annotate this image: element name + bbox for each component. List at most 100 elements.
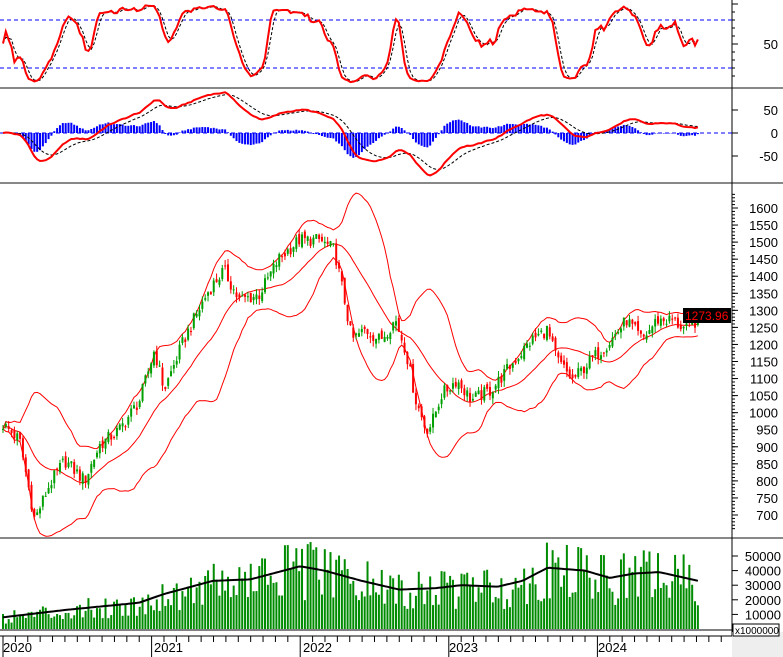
macd-histogram-bar — [138, 126, 141, 133]
macd-histogram-bar — [309, 133, 312, 134]
candle-body — [386, 336, 389, 339]
candle-body — [597, 347, 600, 359]
macd-histogram-bar — [215, 128, 218, 133]
volume-bar — [571, 592, 574, 629]
macd-histogram-bar — [39, 133, 42, 151]
macd-histogram-bar — [335, 133, 338, 142]
candle-body — [474, 392, 477, 397]
macd-histogram-bar — [226, 132, 229, 133]
last-price-label: 1273.96 — [685, 309, 729, 323]
macd-histogram-bar — [543, 127, 546, 133]
volume-bar — [440, 571, 443, 629]
volume-bar — [377, 594, 380, 629]
candle-body — [372, 335, 375, 341]
candle-body — [309, 238, 312, 246]
candle-body — [36, 512, 39, 515]
macd-histogram-bar — [187, 129, 190, 133]
macd-histogram-bar — [503, 124, 506, 133]
macd-histogram-bar — [70, 122, 73, 133]
macd-histogram-bar — [642, 133, 645, 135]
candle-body — [175, 360, 178, 365]
candle-body — [235, 292, 238, 298]
candle-body — [434, 411, 437, 418]
volume-bar — [600, 554, 603, 629]
macd-histogram-bar — [577, 133, 580, 143]
candle-body — [244, 294, 247, 297]
candle-body — [545, 326, 548, 340]
volume-bar — [101, 618, 104, 629]
candle-body — [78, 469, 81, 481]
volume-bar — [235, 595, 238, 629]
volume-bar — [303, 600, 306, 629]
macd-histogram-bar — [312, 133, 315, 134]
candle-body — [500, 376, 503, 383]
volume-bar — [414, 595, 417, 629]
macd-histogram-bar — [207, 127, 210, 133]
macd-histogram-bar — [696, 133, 699, 135]
candle-body — [144, 375, 147, 384]
macd-histogram-bar — [329, 133, 332, 138]
candle-body — [682, 326, 685, 329]
macd-histogram-bar — [81, 128, 84, 133]
candle-body — [494, 385, 497, 390]
macd-signal-line — [2, 94, 698, 170]
macd-histogram-bar — [517, 124, 520, 133]
volume-bar — [380, 569, 383, 629]
macd-histogram-bar — [639, 132, 642, 133]
macd-histogram-bar — [568, 133, 571, 145]
volume-bar — [363, 596, 366, 629]
macd-histogram-bar — [21, 133, 24, 138]
macd-histogram-bar — [53, 131, 56, 133]
candle-body — [192, 313, 195, 329]
volume-bar — [255, 591, 258, 629]
volume-bar — [594, 579, 597, 629]
macd-histogram-bar — [198, 127, 201, 133]
candle-body — [340, 271, 343, 282]
macd-histogram-bar — [218, 129, 221, 133]
candle-body — [272, 263, 275, 274]
macd-histogram-bar — [252, 133, 255, 145]
volume-bar — [258, 566, 261, 629]
macd-histogram-bar — [397, 126, 400, 133]
candle-body — [614, 334, 617, 337]
macd-histogram-bar — [659, 132, 662, 134]
macd-histogram-bar — [622, 124, 625, 133]
volume-bar — [241, 578, 244, 629]
candle-body — [87, 473, 90, 485]
candle-body — [147, 371, 150, 374]
volume-bar — [56, 613, 59, 629]
volume-bar — [639, 566, 642, 629]
macd-histogram-bar — [417, 133, 420, 145]
volume-bar — [4, 623, 7, 629]
candle-body — [440, 399, 443, 405]
volume-bar — [93, 617, 96, 629]
volume-bar — [281, 595, 284, 629]
volume-bar — [207, 570, 210, 629]
macd-histogram-bar — [585, 133, 588, 139]
macd-histogram-bar — [434, 133, 437, 138]
macd-histogram-bar — [98, 124, 101, 133]
macd-histogram-bar — [494, 127, 497, 133]
candle-body — [665, 323, 668, 325]
macd-histogram-bar — [121, 124, 124, 133]
macd-histogram-bar — [588, 133, 591, 136]
macd-histogram-bar — [275, 132, 278, 133]
macd-histogram-bar — [133, 125, 136, 133]
volume-bar — [306, 544, 309, 629]
bollinger-lower — [2, 256, 699, 537]
candle-body — [167, 378, 170, 386]
volume-bar — [580, 548, 583, 629]
candle-body — [369, 336, 372, 338]
volume-bar — [508, 607, 511, 629]
candle-body — [278, 253, 281, 267]
candle-body — [397, 318, 400, 332]
volume-bar — [130, 598, 133, 629]
candle-body — [81, 473, 84, 484]
chart-marks: 1600 1550 1500 1450 1400 1350 1300 1250 1200 1150… — [0, 3, 781, 657]
candle-body — [64, 456, 67, 468]
macd-histogram-bar — [306, 131, 309, 133]
candle-body — [349, 321, 352, 326]
volume-bar — [58, 615, 61, 629]
macd-histogram-bar — [389, 131, 392, 133]
